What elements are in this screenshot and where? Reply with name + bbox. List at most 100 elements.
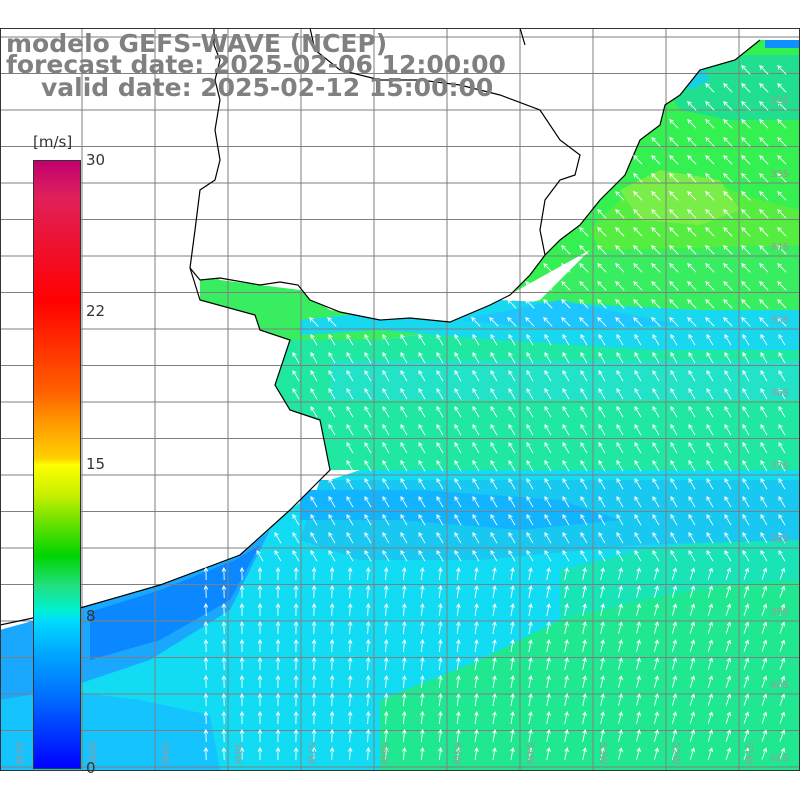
wind-arrow	[742, 333, 750, 346]
colorbar-label-15: 15	[86, 455, 106, 473]
wind-arrow	[401, 621, 407, 635]
wind-arrow	[706, 477, 714, 490]
wind-arrow	[293, 729, 299, 743]
wind-arrow	[510, 675, 515, 688]
wind-arrow	[546, 747, 551, 760]
wind-arrow	[400, 441, 408, 454]
wind-arrow	[347, 693, 353, 707]
wind-arrow	[687, 155, 697, 165]
wind-arrow	[239, 729, 245, 743]
wind-arrow	[438, 729, 443, 743]
wind-arrow	[724, 531, 732, 544]
wind-arrow	[618, 675, 623, 688]
wind-arrow	[490, 333, 498, 346]
wind-arrow	[615, 227, 625, 237]
wind-arrow	[382, 513, 390, 526]
longitude-label: 54W	[524, 742, 535, 765]
wind-arrow	[507, 317, 517, 327]
wind-arrow	[760, 441, 768, 454]
wind-arrow	[761, 657, 768, 670]
wind-arrow	[705, 317, 715, 327]
wind-arrow	[687, 245, 697, 255]
wind-arrow	[562, 405, 570, 418]
wind-arrow	[528, 603, 533, 616]
wind-arrow	[725, 585, 732, 598]
wind-arrow	[671, 657, 677, 670]
wind-arrow	[510, 603, 515, 616]
wind-arrow	[777, 191, 787, 201]
wind-arrow	[760, 477, 768, 490]
wind-arrow	[543, 281, 553, 291]
wind-arrow	[651, 209, 661, 219]
wind-arrow	[778, 549, 786, 562]
wind-arrow	[706, 405, 714, 418]
wind-arrow	[562, 477, 570, 490]
wind-arrow	[400, 459, 408, 472]
wind-arrow	[598, 441, 606, 454]
wind-arrow	[474, 621, 479, 634]
wind-arrow	[723, 245, 733, 255]
colorbar	[33, 160, 81, 769]
wind-arrow	[761, 747, 768, 760]
wind-arrow	[364, 423, 372, 436]
wind-arrow	[492, 693, 497, 706]
wind-arrow	[203, 693, 209, 707]
wind-arrow	[221, 747, 227, 761]
wind-arrow	[600, 729, 605, 742]
wind-arrow	[454, 369, 462, 382]
wind-arrow	[329, 675, 335, 689]
wind-arrow	[382, 441, 390, 454]
wind-arrow	[742, 423, 750, 436]
wind-arrow	[777, 299, 787, 309]
wind-arrow	[779, 639, 786, 652]
wind-arrow	[365, 585, 371, 599]
wind-arrow	[706, 351, 714, 364]
wind-arrow	[707, 639, 714, 652]
wind-arrow	[564, 585, 569, 598]
wind-arrow	[688, 441, 696, 454]
wind-arrow	[239, 693, 245, 707]
wind-arrow	[777, 245, 787, 255]
wind-arrow	[562, 513, 570, 526]
wind-arrow	[528, 621, 533, 634]
wind-arrow	[669, 119, 679, 129]
wind-arrow	[275, 675, 281, 689]
wind-arrow	[400, 531, 408, 544]
wind-arrow	[474, 585, 479, 598]
wind-arrow	[420, 585, 425, 599]
wind-arrow	[528, 711, 533, 724]
wind-arrow	[741, 245, 751, 255]
wind-arrow	[723, 299, 733, 309]
wind-arrow	[670, 369, 678, 382]
wind-arrow	[741, 191, 751, 201]
colorbar-label-30: 30	[86, 151, 106, 169]
wind-arrow	[687, 317, 697, 327]
wind-arrow	[707, 675, 714, 688]
longitude-labels: 61W 60W 59W 58W 57W 56W 55W 54W 53W 52W 51W	[13, 742, 754, 765]
wind-arrow	[670, 495, 678, 508]
wind-arrow	[600, 711, 605, 724]
wind-arrow	[526, 549, 534, 562]
wind-arrow	[526, 405, 534, 418]
wind-arrow	[761, 621, 768, 634]
wind-arrow	[724, 495, 732, 508]
wind-arrow	[743, 729, 750, 742]
wind-arrow	[544, 477, 552, 490]
wind-arrow	[310, 333, 318, 346]
wind-arrow	[564, 639, 569, 652]
wind-arrow	[401, 711, 407, 725]
wind-arrow	[653, 639, 659, 652]
wind-arrow	[705, 119, 715, 129]
longitude-label: 56W	[378, 742, 389, 765]
wind-arrow	[510, 585, 515, 598]
wind-arrow	[564, 729, 569, 742]
wind-arrow	[436, 423, 444, 436]
wind-arrow	[456, 621, 461, 634]
wind-arrow	[438, 567, 443, 581]
wind-arrow	[382, 549, 390, 562]
wind-arrow	[651, 173, 661, 183]
wind-arrow	[562, 549, 570, 562]
wind-arrow	[436, 459, 444, 472]
wind-arrow	[636, 603, 641, 616]
wind-arrow	[707, 711, 714, 724]
